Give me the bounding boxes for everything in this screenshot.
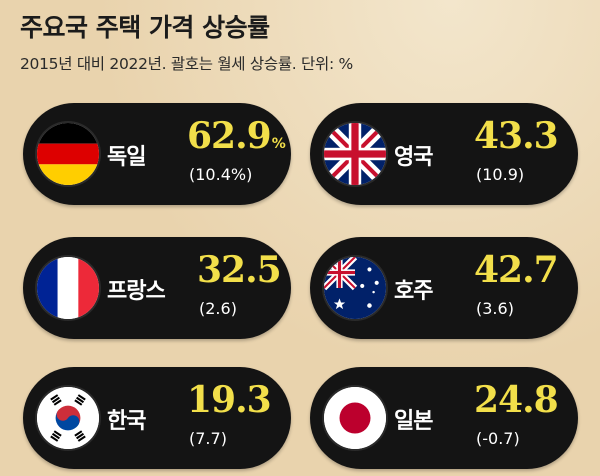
japan-flag-icon — [324, 387, 386, 449]
house-price-value: 24.8 — [474, 379, 559, 421]
house-price-value: 42.7 — [474, 249, 559, 291]
country-name: 호주 — [394, 279, 433, 304]
page-title: 주요국 주택 가격 상승률 — [20, 13, 270, 42]
value-number: 43.3 — [474, 115, 559, 157]
uk-flag-icon — [324, 123, 386, 185]
country-name: 프랑스 — [107, 279, 166, 304]
korea-flag-icon — [37, 387, 99, 449]
value-unit: % — [271, 136, 286, 152]
house-price-value: 43.3 — [474, 115, 559, 157]
monthly-rent-value: (10.9) — [476, 165, 525, 184]
country-card-uk: 영국 43.3 (10.9) — [310, 103, 578, 205]
country-name: 일본 — [394, 409, 433, 434]
value-number: 42.7 — [474, 249, 559, 291]
country-card-japan: 일본 24.8 (-0.7) — [310, 367, 578, 469]
country-name: 독일 — [107, 145, 146, 170]
monthly-rent-value: (10.4%) — [189, 165, 253, 184]
monthly-rent-value: (3.6) — [476, 299, 514, 318]
value-number: 32.5 — [197, 249, 282, 291]
house-price-value: 62.9% — [187, 115, 286, 157]
monthly-rent-value: (-0.7) — [476, 429, 520, 448]
monthly-rent-value: (2.6) — [199, 299, 237, 318]
monthly-rent-value: (7.7) — [189, 429, 227, 448]
page-subtitle: 2015년 대비 2022년. 괄호는 월세 상승률. 단위: % — [20, 55, 353, 73]
house-price-value: 19.3 — [187, 379, 272, 421]
value-number: 19.3 — [187, 379, 272, 421]
australia-flag-icon — [324, 257, 386, 319]
value-number: 24.8 — [474, 379, 559, 421]
germany-flag-icon — [37, 123, 99, 185]
country-name: 한국 — [107, 409, 146, 434]
country-card-germany: 독일 62.9% (10.4%) — [23, 103, 291, 205]
value-number: 62.9 — [187, 115, 272, 157]
country-name: 영국 — [394, 145, 433, 170]
france-flag-icon — [37, 257, 99, 319]
house-price-value: 32.5 — [197, 249, 282, 291]
country-card-france: 프랑스 32.5 (2.6) — [23, 237, 291, 339]
country-card-australia: 호주 42.7 (3.6) — [310, 237, 578, 339]
country-card-korea: 한국 19.3 (7.7) — [23, 367, 291, 469]
